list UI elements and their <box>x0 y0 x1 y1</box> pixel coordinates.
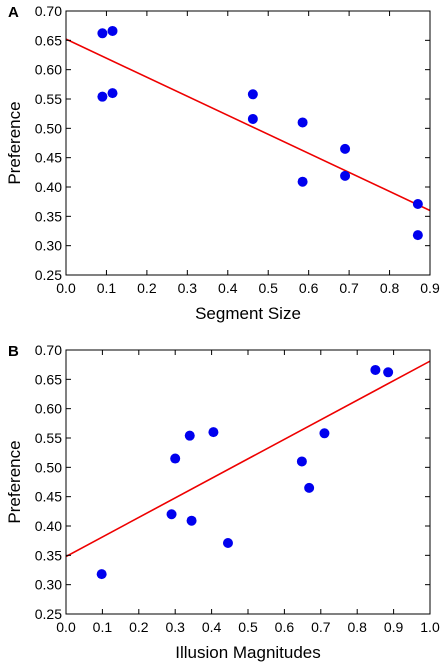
panel-b-y-tick-label: 0.55 <box>35 430 62 446</box>
panel-b-y-tick-label: 0.45 <box>35 489 62 505</box>
panel-a-x-tick-label: 0.3 <box>178 280 198 296</box>
panel-a-y-tick-label: 0.30 <box>35 238 62 254</box>
panel-a-y-tick-label: 0.65 <box>35 32 62 48</box>
panel-b-x-tick-label: 0.8 <box>347 619 367 635</box>
panel-b-x-tick-label: 0.4 <box>202 619 222 635</box>
panel-b-y-tick-label: 0.30 <box>35 577 62 593</box>
panel-a-data-point <box>412 230 423 241</box>
panel-a-y-tick-label: 0.60 <box>35 62 62 78</box>
panel-a-x-tick-label: 0.6 <box>299 280 319 296</box>
panel-a-data-point <box>107 88 118 99</box>
panel-b-x-tick-label: 0.6 <box>275 619 295 635</box>
panel-b-data-point <box>304 482 315 493</box>
panel-a-x-tick-label: 0.0 <box>56 280 76 296</box>
panel-b-data-point <box>319 428 330 439</box>
panel-b-x-tick-label: 0.5 <box>238 619 258 635</box>
panel-b-y-tick-label: 0.70 <box>35 342 62 358</box>
panel-b-y-tick-label: 0.40 <box>35 518 62 534</box>
panel-a-x-tick-label: 0.2 <box>137 280 157 296</box>
panel-b-data-point <box>166 509 177 520</box>
panel-a-data-point <box>412 199 423 210</box>
panel-a-x-tick-label: 0.1 <box>97 280 117 296</box>
panel-a-y-tick-label: 0.25 <box>35 267 62 283</box>
panel-b-x-tick-label: 0.2 <box>129 619 149 635</box>
panel-a-plot-frame <box>65 10 431 276</box>
panel-a-panel-label: A <box>8 4 19 21</box>
panel-b-data-point <box>383 367 394 378</box>
panel-a-data-point <box>340 170 351 181</box>
panel-b-x-tick-label: 0.0 <box>56 619 76 635</box>
panel-a-data-point <box>97 28 108 39</box>
panel-b-data-point <box>208 427 219 438</box>
panel-b-x-tick-label: 0.9 <box>384 619 404 635</box>
panel-b-x-tick-label: 0.3 <box>165 619 185 635</box>
panel-a-y-tick-label: 0.45 <box>35 150 62 166</box>
panel-b-x-tick-label: 0.7 <box>311 619 331 635</box>
panel-a-x-tick-label: 0.5 <box>258 280 278 296</box>
panel-a-y-tick-label: 0.55 <box>35 91 62 107</box>
panel-b-y-tick-label: 0.60 <box>35 401 62 417</box>
panel-b-y-axis-title: Preference <box>5 440 24 523</box>
panel-a-data-point <box>97 91 108 102</box>
panel-b-data-point <box>222 538 233 549</box>
panel-a-y-axis-title: Preference <box>5 101 24 184</box>
panel-a-x-tick-label: 0.4 <box>218 280 238 296</box>
panel-b-y-tick-label: 0.25 <box>35 606 62 622</box>
panel-b-y-tick-label: 0.65 <box>35 371 62 387</box>
panel-a-data-point <box>247 89 258 100</box>
panel-b-data-point <box>186 515 197 526</box>
panel-a-x-tick-label: 0.7 <box>339 280 359 296</box>
panel-a-x-tick-label: 0.9 <box>420 280 440 296</box>
panel-b-data-point <box>296 456 307 467</box>
panel-a-y-tick-label: 0.40 <box>35 179 62 195</box>
panel-b-data-point <box>370 364 381 375</box>
panel-b-data-point <box>170 453 181 464</box>
panel-a-x-tick-label: 0.8 <box>380 280 400 296</box>
panel-b-fit-line <box>66 360 430 558</box>
panel-a-y-tick-label: 0.35 <box>35 208 62 224</box>
panel-a-fit-line <box>66 38 430 212</box>
panel-b-x-axis-title: Illusion Magnitudes <box>175 643 321 662</box>
panel-a-y-tick-label: 0.50 <box>35 120 62 136</box>
panel-a-data-point <box>297 176 308 187</box>
panel-b: 0.0 0.1 0.2 0.3 0.4 0.5 0.6 0.7 0.8 0.9 1.0 0.25 0.3… <box>5 342 440 662</box>
panel-b-x-tick-label: 0.1 <box>93 619 113 635</box>
panel-a-data-point <box>107 25 118 36</box>
panel-a-data-point <box>297 117 308 128</box>
panel-b-x-tick-label: 1.0 <box>420 619 440 635</box>
panel-b-panel-label: B <box>8 343 19 360</box>
panel-a-data-point <box>340 143 351 154</box>
panel-b-data-point <box>184 430 195 441</box>
panel-a-y-tick-label: 0.70 <box>35 3 62 19</box>
panel-b-y-tick-label: 0.35 <box>35 547 62 563</box>
panel-b-data-point <box>96 569 107 580</box>
panel-b-y-tick-label: 0.50 <box>35 459 62 475</box>
panel-a-data-point <box>247 113 258 124</box>
panel-a: 0.0 0.1 0.2 0.3 0.4 0.5 0.6 0.7 0.8 0.9 0.25 0.30 0.… <box>5 3 440 323</box>
panel-a-x-axis-title: Segment Size <box>195 304 301 323</box>
